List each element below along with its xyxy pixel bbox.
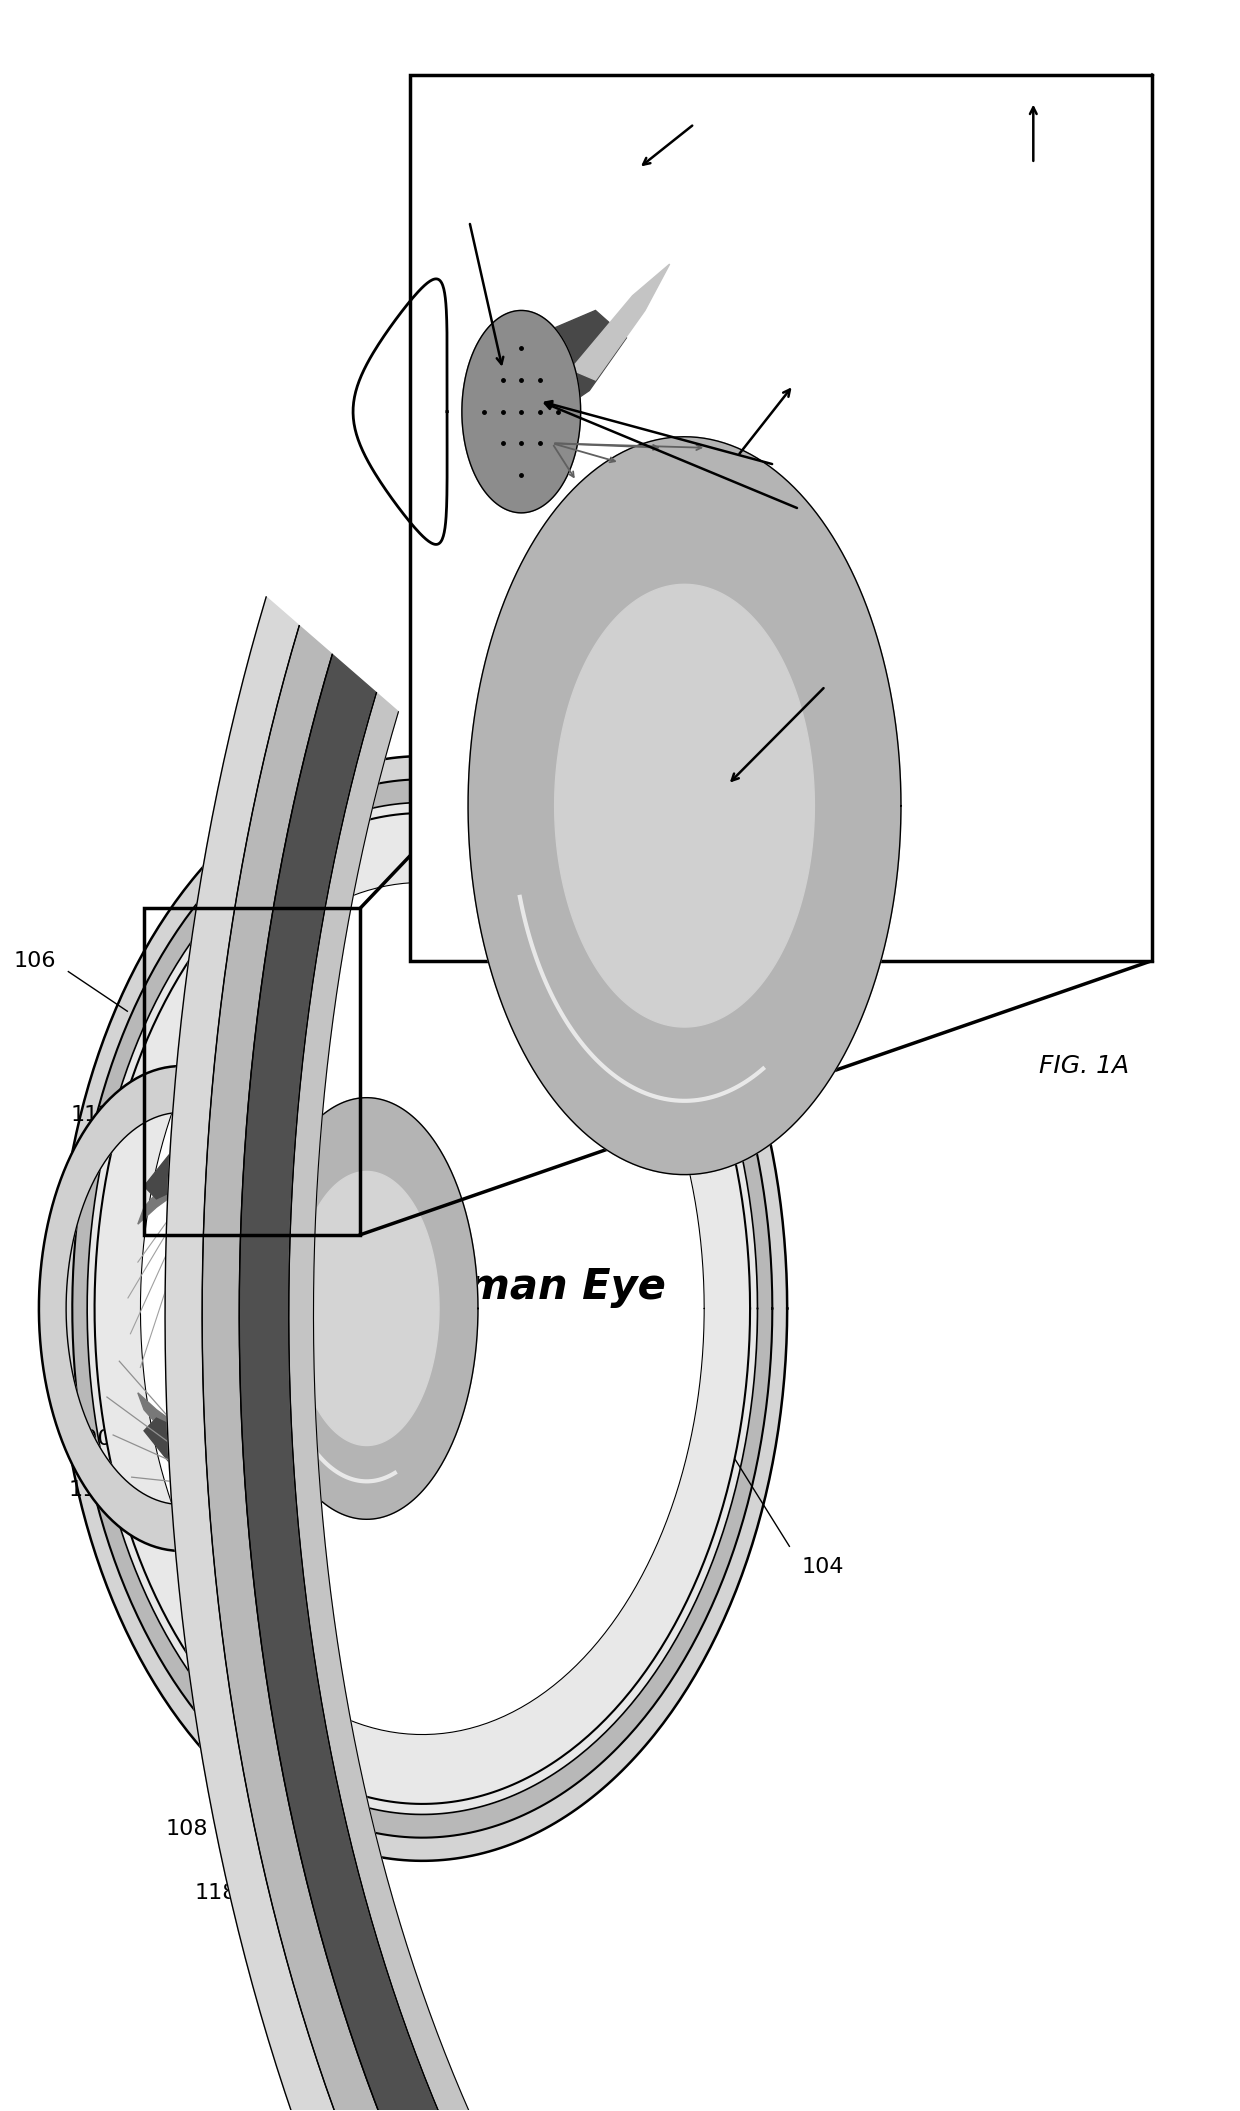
- Text: 110: 110: [308, 950, 350, 971]
- Polygon shape: [205, 1446, 274, 1564]
- Polygon shape: [72, 779, 773, 1839]
- Bar: [144, 908, 361, 1235]
- Polygon shape: [255, 1098, 477, 1520]
- Text: FIG. 1A: FIG. 1A: [1039, 1053, 1130, 1079]
- Polygon shape: [57, 756, 787, 1860]
- Polygon shape: [239, 654, 967, 2111]
- Text: 118: 118: [794, 526, 836, 545]
- Text: 106: 106: [14, 952, 56, 971]
- Text: 108: 108: [165, 1820, 207, 1839]
- Polygon shape: [289, 692, 971, 2111]
- Text: 118: 118: [195, 1883, 237, 1904]
- Bar: [410, 76, 1152, 961]
- Polygon shape: [165, 597, 954, 2111]
- Text: 114: 114: [68, 1480, 110, 1499]
- Polygon shape: [87, 802, 758, 1815]
- Polygon shape: [294, 1172, 439, 1446]
- Polygon shape: [94, 813, 750, 1805]
- Polygon shape: [202, 625, 960, 2111]
- Polygon shape: [205, 1053, 274, 1172]
- Text: 116: 116: [822, 699, 864, 718]
- Text: 102: 102: [835, 899, 877, 920]
- Polygon shape: [140, 882, 704, 1735]
- Text: 108: 108: [441, 198, 484, 217]
- Text: 112: 112: [71, 1104, 113, 1125]
- Text: 102: 102: [694, 91, 737, 112]
- Text: Human Eye: Human Eye: [402, 1267, 666, 1309]
- Polygon shape: [144, 1102, 239, 1199]
- Polygon shape: [38, 1066, 217, 1552]
- Text: 104: 104: [802, 1558, 844, 1577]
- Polygon shape: [554, 585, 815, 1028]
- Text: 104: 104: [1029, 179, 1073, 201]
- Polygon shape: [527, 310, 626, 433]
- Polygon shape: [467, 437, 901, 1174]
- Polygon shape: [570, 264, 670, 380]
- Text: 100: 100: [69, 1429, 112, 1448]
- Polygon shape: [144, 1419, 239, 1516]
- Polygon shape: [138, 1393, 231, 1499]
- Polygon shape: [461, 310, 580, 513]
- Polygon shape: [138, 1119, 231, 1224]
